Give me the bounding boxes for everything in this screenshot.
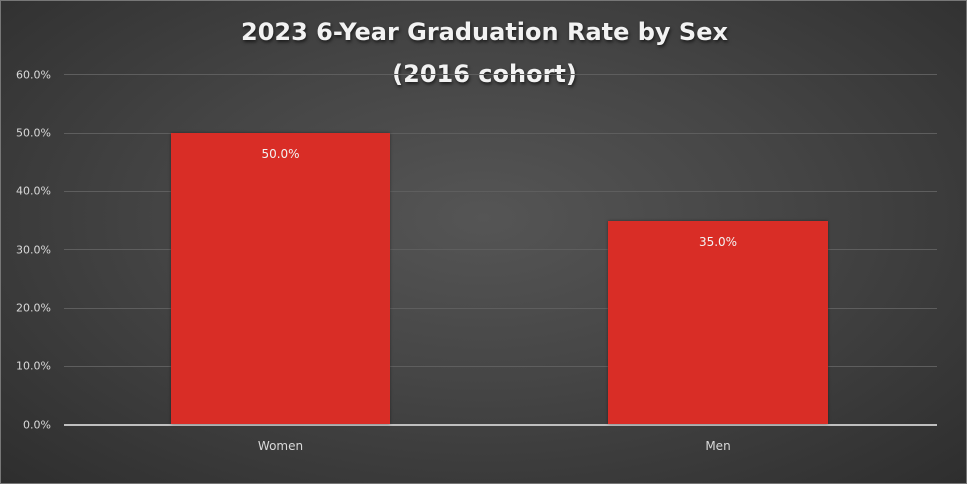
x-label-men: Men [705,439,731,453]
data-label-men: 35.0% [698,235,738,249]
y-tick-0: 0.0% [23,418,51,432]
gridline-30 [64,249,937,250]
y-tick-60: 60.0% [16,68,51,82]
y-tick-20: 20.0% [16,301,51,315]
bar-women: 50.0% [171,133,390,424]
y-tick-30: 30.0% [16,243,51,257]
data-label-women: 50.0% [261,147,300,161]
gridline-10 [64,366,937,367]
y-tick-50: 50.0% [16,126,51,140]
x-axis-line [64,424,937,426]
gridline-20 [64,308,937,309]
y-tick-40: 40.0% [16,184,51,198]
gridline-40 [64,191,937,192]
gridline-60 [64,74,937,75]
x-label-women: Women [257,439,304,453]
bar-men: 35.0% [608,221,828,424]
gridline-50 [64,133,937,134]
chart-title: 2023 6-Year Graduation Rate by Sex [241,18,728,46]
y-tick-10: 10.0% [16,359,51,373]
